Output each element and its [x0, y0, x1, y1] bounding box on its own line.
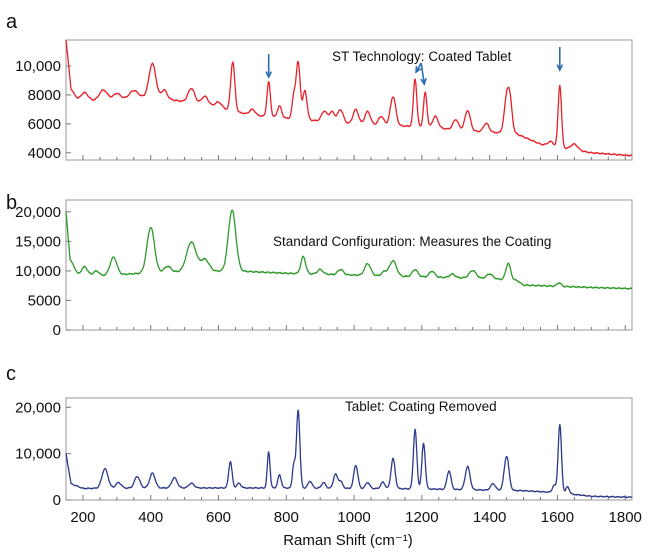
arrow-peak-3	[420, 62, 426, 85]
plot-frame	[65, 397, 633, 501]
y-tick-label: 20,000	[15, 399, 61, 416]
spectrum-annotation: Standard Configuration: Measures the Coa…	[273, 234, 551, 249]
y-tick-label: 10,000	[15, 446, 61, 463]
x-axis-title: Raman Shift (cm⁻¹)	[283, 532, 413, 549]
spectrum-line	[65, 209, 633, 290]
y-tick-label: 4000	[28, 145, 61, 162]
arrow-peak-3-head	[420, 78, 427, 86]
panel-letter: c	[6, 363, 16, 385]
y-tick-label: 6000	[28, 116, 61, 133]
x-tick-label: 1000	[337, 509, 370, 526]
x-tick-label: 1400	[473, 509, 506, 526]
x-tick-label: 1200	[405, 509, 438, 526]
y-tick-label: 5000	[28, 292, 61, 309]
peak-arrows	[265, 47, 564, 86]
y-tick-label: 15,000	[15, 233, 61, 250]
panel-b: b 0 5000 10,000 15,000 20,000 Standard Configu…	[6, 192, 633, 339]
spectrum-line	[65, 39, 633, 157]
plot-frame	[65, 39, 633, 161]
y-tick-label: 8000	[28, 87, 61, 104]
y-tick-label: 10,000	[15, 263, 61, 280]
plot-frame	[65, 199, 633, 331]
y-tick-label: 20,000	[15, 204, 61, 221]
y-tick-label: 0	[53, 492, 61, 509]
spectrum-line	[65, 409, 633, 499]
x-axis: 200 400 600 800 1000 1200 1400 1600 1800 Raman Sh…	[70, 509, 641, 549]
x-tick-label: 1800	[609, 509, 642, 526]
x-tick-label: 200	[70, 509, 95, 526]
x-tick-label: 800	[274, 509, 299, 526]
panel-letter: b	[6, 192, 17, 214]
x-tick-label: 1600	[541, 509, 574, 526]
y-tick-label: 0	[53, 322, 61, 339]
spectrum-annotation: Tablet: Coating Removed	[345, 399, 497, 414]
arrow-peak-1-head	[265, 71, 273, 79]
panel-c: c 0 10,000 20,000 Tablet: Coating Removed	[6, 363, 633, 509]
panel-letter: a	[6, 11, 18, 33]
spectrum-annotation: ST Technology: Coated Tablet	[332, 49, 512, 64]
y-tick-label: 10,000	[15, 58, 61, 75]
arrow-peak-4-head	[556, 64, 564, 72]
x-tick-label: 400	[138, 509, 163, 526]
arrow-peak-2-head	[415, 65, 422, 74]
x-tick-label: 600	[206, 509, 231, 526]
panel-a: a 4000 6000 8000 10,000 ST Technology: Coated…	[6, 11, 633, 162]
